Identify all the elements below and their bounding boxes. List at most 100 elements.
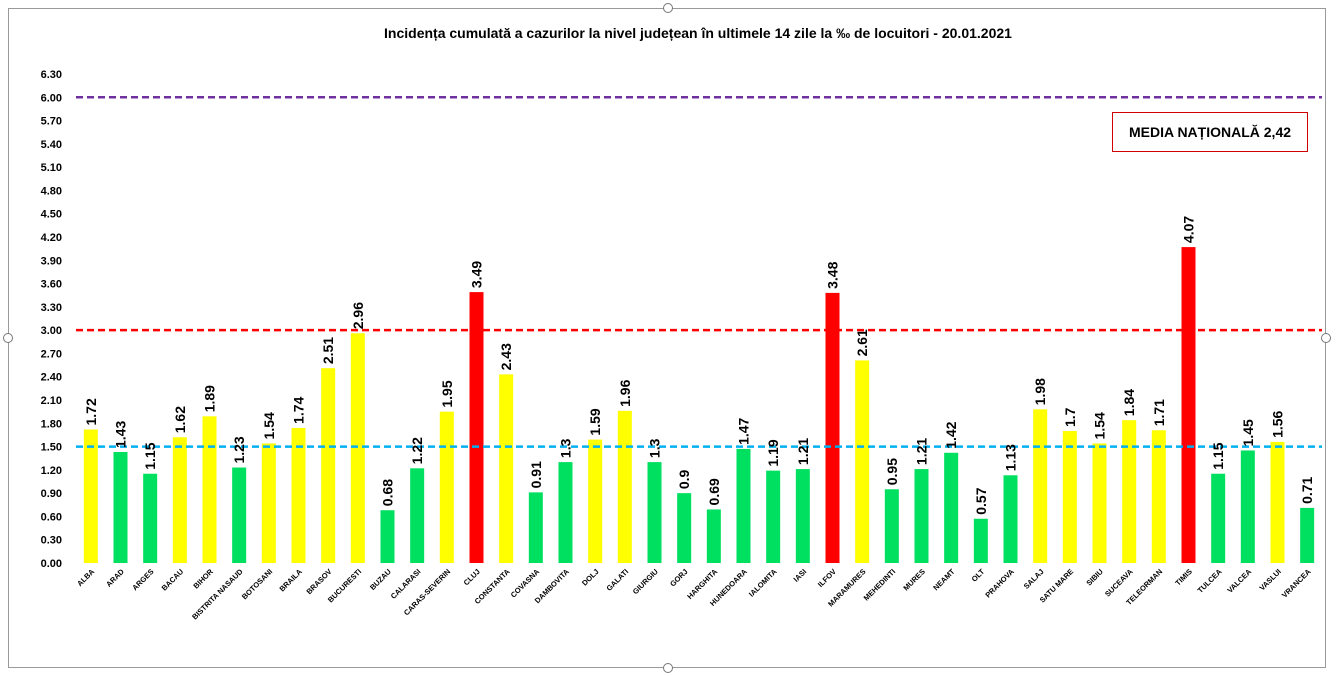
- bar-dolj: [588, 439, 603, 563]
- bar-braila: [291, 427, 306, 563]
- x-tick-label: BRAILA: [278, 567, 305, 594]
- x-tick-label: GIURGIU: [631, 567, 660, 596]
- value-label: 0.95: [884, 458, 900, 485]
- value-label: 0.91: [528, 461, 544, 488]
- bar-bacau: [172, 437, 187, 563]
- x-tick-label: ARAD: [104, 567, 126, 589]
- value-label: 1.56: [1270, 410, 1286, 437]
- x-tick-label: ARGES: [130, 567, 155, 592]
- x-tick-label: VALCEA: [1225, 567, 1253, 595]
- x-tick-label: TIMIS: [1173, 567, 1194, 588]
- x-tick-label: BOTOSANI: [240, 567, 274, 601]
- value-label: 1.59: [587, 408, 603, 435]
- x-tick-label: IALOMITA: [747, 567, 779, 599]
- value-labels: 1.72 1.43 1.15 1.62 1.89 1.23 1.54 1.74 2.51 2.96…: [83, 216, 1315, 515]
- x-tick-label: PRAHOVA: [983, 567, 1016, 600]
- bar-covasna: [528, 492, 543, 563]
- x-tick-label: OLT: [970, 567, 987, 584]
- x-tick-label: BISTRITA NASAUD: [190, 567, 245, 622]
- y-tick-label: 3.60: [41, 279, 62, 291]
- x-tick-label: SIBIU: [1084, 567, 1105, 588]
- bars: [83, 247, 1315, 564]
- y-tick-label: 3.30: [41, 302, 62, 314]
- value-label: 0.69: [706, 478, 722, 505]
- y-tick-label: 2.10: [41, 395, 62, 407]
- bar-bihor: [202, 416, 217, 563]
- y-tick-label: 2.40: [41, 372, 62, 384]
- y-tick-label: 1.80: [41, 418, 62, 430]
- value-label: 1.19: [765, 439, 781, 466]
- bar-olt: [973, 518, 988, 563]
- bar-salaj: [1033, 409, 1048, 563]
- value-label: 1.71: [1151, 399, 1167, 426]
- x-tick-label: CLUJ: [462, 567, 482, 587]
- bar-neamt: [944, 452, 959, 563]
- chart-title: Incidența cumulată a cazurilor la nivel …: [384, 25, 1012, 41]
- value-label: 1.22: [409, 437, 425, 464]
- value-label: 1.45: [1240, 419, 1256, 446]
- x-tick-label: TULCEA: [1196, 567, 1224, 595]
- x-tick-label: VRANCEA: [1280, 567, 1313, 600]
- bar-ilfov: [825, 292, 840, 563]
- bar-gorj: [677, 493, 692, 563]
- bar-valcea: [1240, 450, 1255, 563]
- resize-handle-bottom[interactable]: [663, 663, 673, 673]
- reference-lines: [76, 96, 1322, 448]
- x-tick-label: BUZAU: [368, 567, 393, 592]
- bar-arad: [113, 452, 128, 563]
- y-tick-label: 0.90: [41, 488, 62, 500]
- x-tick-label: NEAMT: [931, 567, 957, 593]
- y-tick-label: 5.70: [41, 116, 62, 128]
- bar-alba: [83, 429, 98, 563]
- resize-handle-left[interactable]: [3, 333, 13, 343]
- resize-handle-right[interactable]: [1321, 333, 1331, 343]
- value-label: 1.54: [1092, 412, 1108, 439]
- x-tick-label: ILFOV: [816, 567, 838, 589]
- x-tick-label: ALBA: [75, 567, 97, 589]
- bar-giurgiu: [647, 462, 662, 563]
- value-label: 1.54: [261, 412, 277, 439]
- value-label: 1.7: [1062, 407, 1078, 427]
- y-tick-label: 1.50: [41, 442, 62, 454]
- y-tick-label: 6.30: [41, 69, 62, 81]
- y-tick-label: 0.60: [41, 511, 62, 523]
- bar-timis: [1181, 247, 1196, 564]
- x-tick-label: IASI: [792, 567, 809, 584]
- bar-mures: [914, 469, 929, 563]
- value-label: 2.96: [350, 302, 366, 329]
- value-label: 1.43: [113, 421, 129, 448]
- bar-vrancea: [1300, 507, 1315, 563]
- bar-bistrita-nasaud: [232, 467, 247, 563]
- value-label: 2.43: [498, 343, 514, 370]
- resize-handle-top[interactable]: [663, 3, 673, 13]
- value-label: 1.47: [736, 417, 752, 444]
- bar-prahova: [1003, 475, 1018, 563]
- x-tick-label: MEHEDINTI: [862, 567, 898, 603]
- bar-dambovita: [558, 462, 573, 563]
- bar-mehedinti: [884, 489, 899, 563]
- bar-suceava: [1122, 420, 1137, 563]
- bar-bucuresti: [350, 333, 365, 563]
- y-tick-label: 2.70: [41, 348, 62, 360]
- bar-harghita: [706, 509, 721, 563]
- bar-buzau: [380, 510, 395, 563]
- bar-iasi: [795, 469, 810, 563]
- x-tick-label: BACAU: [160, 567, 186, 593]
- bar-maramures: [855, 360, 870, 563]
- y-tick-label: 5.40: [41, 139, 62, 151]
- y-tick-label: 1.20: [41, 465, 62, 477]
- bar-botosani: [261, 443, 276, 563]
- value-label: 1.3: [558, 438, 574, 458]
- value-label: 1.96: [617, 379, 633, 406]
- value-label: 1.3: [647, 438, 663, 458]
- y-tick-label: 3.00: [41, 325, 62, 337]
- bar-satu-mare: [1062, 431, 1077, 563]
- bar-galati: [617, 410, 632, 563]
- value-label: 1.21: [914, 438, 930, 465]
- y-tick-label: 4.50: [41, 209, 62, 221]
- value-label: 1.23: [231, 436, 247, 463]
- value-label: 1.21: [795, 438, 811, 465]
- value-label: 0.57: [973, 487, 989, 514]
- y-axis-ticks: 0.00 0.30 0.60 0.90 1.20 1.50 1.80 2.10 2.40 2.70…: [41, 69, 62, 570]
